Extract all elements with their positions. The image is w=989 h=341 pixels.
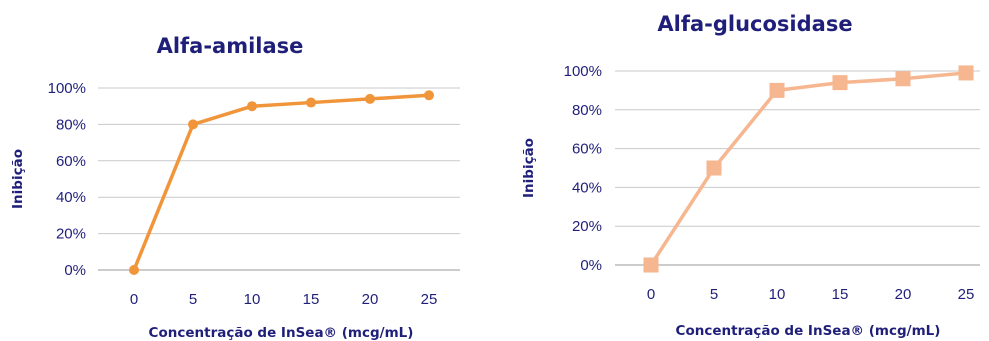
data-point [769, 82, 785, 98]
x-tick-label: 10 [769, 286, 786, 303]
x-axis-label: Concentração de InSea® (mcg/mL) [676, 323, 941, 339]
y-tick-label: 0% [64, 262, 86, 279]
data-point [424, 90, 434, 101]
chart-title: Alfa-amilase [157, 34, 304, 58]
y-tick-label: 100% [48, 80, 86, 97]
x-tick-label: 20 [362, 291, 379, 308]
y-axis-label: Inibição [10, 149, 26, 209]
y-axis-label: Inibição [521, 138, 537, 198]
data-point [365, 93, 375, 104]
x-tick-label: 5 [189, 291, 197, 308]
y-tick-label: 20% [56, 226, 86, 243]
x-tick-label: 0 [647, 286, 655, 303]
y-tick-label: 0% [580, 257, 602, 274]
series-line [132, 93, 430, 271]
y-tick-label: 80% [572, 102, 602, 119]
data-point [247, 101, 257, 112]
x-tick-label: 10 [244, 291, 261, 308]
y-tick-label: 60% [56, 153, 86, 170]
data-point [895, 71, 911, 87]
x-tick-label: 15 [832, 286, 849, 303]
x-axis-label: Concentração de InSea® (mcg/mL) [149, 325, 414, 341]
x-tick-label: 0 [130, 291, 138, 308]
y-tick-label: 40% [572, 179, 602, 196]
y-tick-label: 40% [56, 189, 86, 206]
x-tick-label: 5 [710, 286, 718, 303]
alfa-glucosidase-chart: Alfa-glucosidase 0% 20% 40% 60% 80% 100% 0 5 10 15… [521, 12, 980, 339]
chart-title: Alfa-glucosidase [657, 12, 852, 36]
series-line [649, 71, 967, 266]
data-point [306, 97, 316, 108]
x-tick-label: 20 [895, 286, 912, 303]
y-tick-label: 100% [564, 63, 602, 80]
data-point [832, 75, 848, 91]
x-tick-label: 15 [303, 291, 320, 308]
x-tick-label: 25 [958, 286, 975, 303]
y-tick-label: 80% [56, 116, 86, 133]
y-tick-label: 20% [572, 218, 602, 235]
y-tick-label: 60% [572, 141, 602, 158]
data-point [188, 119, 198, 130]
data-point [643, 257, 659, 273]
data-point [706, 160, 722, 176]
data-point [129, 265, 139, 275]
alfa-amilase-chart: Alfa-amilase 0% 20% 40% 60% 80% 100% 0 5 10 15 20 25… [10, 34, 460, 341]
x-tick-label: 25 [421, 291, 438, 308]
data-point [958, 65, 974, 81]
